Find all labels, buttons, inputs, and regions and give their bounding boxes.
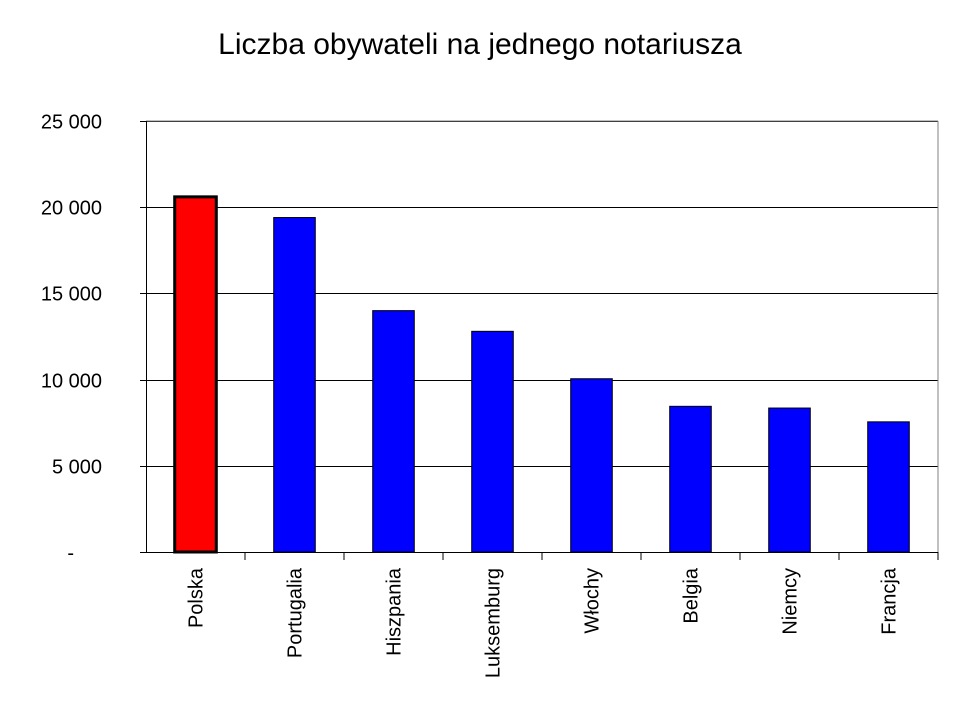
- bar-włochy: [570, 378, 613, 553]
- bars: [173, 195, 910, 554]
- axes: [140, 120, 939, 560]
- y-tick-label: 15 000: [41, 284, 102, 306]
- x-tick-label: Polska: [186, 567, 208, 628]
- bar-niemcy: [768, 407, 811, 553]
- x-tick-label: Luksemburg: [483, 568, 505, 678]
- y-tick-label: 10 000: [41, 371, 102, 393]
- bar-polska: [173, 195, 218, 554]
- y-tick-label: 25 000: [41, 112, 102, 134]
- bar-luksemburg: [471, 330, 514, 553]
- y-tick-label: -: [67, 543, 74, 565]
- x-tick-labels: Polska Portugalia Hiszpania Luksemburg Włoch…: [186, 567, 901, 678]
- bar-francja: [867, 421, 910, 553]
- x-tick-label: Niemcy: [780, 568, 802, 635]
- x-tick-label: Portugalia: [285, 567, 307, 658]
- chart-title: Liczba obywateli na jednego notariusza: [218, 28, 742, 61]
- y-tick-labels: - 5 000 10 000 15 000 20 000 25 000: [41, 112, 102, 565]
- bar-portugalia: [273, 217, 316, 553]
- y-tick-label: 5 000: [52, 457, 102, 479]
- grid-lines: [146, 121, 938, 467]
- x-tick-label: Hiszpania: [384, 567, 406, 656]
- bar-hiszpania: [372, 310, 415, 553]
- x-tick-label: Włochy: [582, 568, 604, 634]
- bar-belgia: [669, 405, 712, 553]
- x-tick-label: Belgia: [681, 567, 703, 623]
- y-tick-label: 20 000: [41, 198, 102, 220]
- x-tick-label: Francja: [879, 567, 901, 635]
